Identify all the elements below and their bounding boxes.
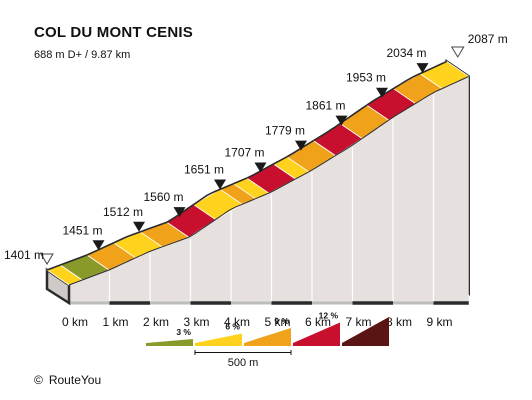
km-marker-icon [295,140,307,151]
km-label: 0 km [62,315,88,329]
credit-line: © RouteYou [34,373,101,387]
elevation-label: 1512 m [103,205,143,219]
elevation-markers [40,46,465,265]
elevation-label: 2087 m [468,32,508,46]
gradient-legend: 3 % 6 % 9 % 12 % 500 m [146,311,389,369]
elevation-label: 1779 m [265,124,305,138]
km-label: 7 km [345,315,371,329]
elevation-label: 1560 m [143,190,183,204]
ridge-front-line [68,76,469,286]
legend-swatch [342,317,389,346]
legend-label: 3 % [176,327,191,337]
km-label: 3 km [183,315,209,329]
km-marker-icon [214,179,226,190]
km-marker-icon [133,221,145,232]
km-label: 5 km [264,315,290,329]
summit-marker-icon [450,46,465,58]
chart-subtitle: 688 m D+ / 9.87 km [34,49,131,61]
chart-title: COL DU MONT CENIS [34,24,193,41]
km-label: 8 km [386,315,412,329]
legend-swatch [195,333,242,346]
elevation-label: 1953 m [346,71,386,85]
elevation-label: 2034 m [386,46,426,60]
km-marker-icon [335,115,348,126]
elevation-label: 1651 m [184,163,224,177]
legend-swatch [293,322,340,346]
km-marker-icon [92,240,105,251]
legend-swatch [244,328,291,346]
copyright-icon: © [34,373,43,387]
ridge-back-line [46,60,448,271]
profile-face [45,58,470,306]
km-label: 9 km [426,315,452,329]
km-label: 2 km [143,315,169,329]
legend-label: 12 % [319,311,339,321]
km-marker-icon [173,207,186,218]
elevation-label: 1707 m [224,145,264,159]
elevation-label: 1401 m [4,248,44,262]
km-marker-icon [254,162,267,173]
profile-front-face [69,76,469,304]
km-marker-icon [376,87,388,98]
km-label: 6 km [305,315,331,329]
legend-label: 6 % [225,322,240,332]
profile-gradient-strip [46,60,470,286]
elevation-label: 1451 m [62,223,102,237]
legend-swatch [146,339,193,346]
credit-label: RouteYou [48,373,102,387]
elevation-label: 1861 m [305,99,345,113]
km-labels: 0 km 1 km 2 km 3 km 4 km 5 km 6 km 7 km 8 km 9 km [62,315,453,329]
km-label: 1 km [102,315,128,329]
km-label: 4 km [224,315,250,329]
scale-bar-label: 500 m [228,357,259,369]
km-marker-icon [416,63,429,74]
legend-label: 9 % [274,316,289,326]
start-marker-icon [40,253,54,265]
